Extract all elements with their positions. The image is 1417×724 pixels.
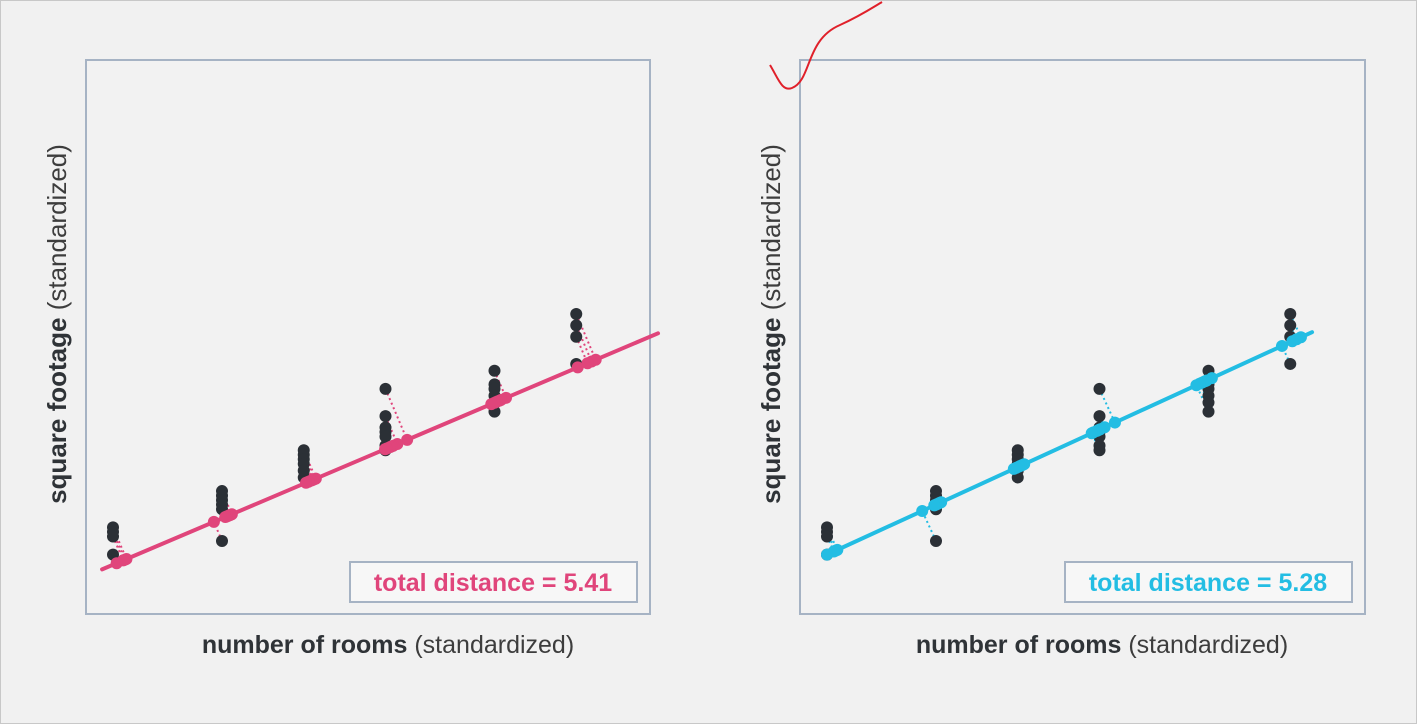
left-projected-points bbox=[110, 353, 602, 570]
right-y-axis-label-unit: (standardized) bbox=[756, 144, 786, 310]
projected-point bbox=[1085, 427, 1098, 440]
right-x-axis-label-main: number of rooms bbox=[916, 631, 1122, 659]
left-y-axis-label-main: square footage bbox=[42, 318, 72, 504]
data-point bbox=[570, 319, 583, 332]
left-x-axis-label-unit: (standardized) bbox=[414, 631, 574, 659]
data-point bbox=[930, 535, 942, 547]
data-point bbox=[488, 364, 501, 377]
data-point bbox=[107, 530, 119, 543]
data-point bbox=[216, 535, 228, 547]
distance-segment bbox=[384, 388, 409, 441]
projected-point bbox=[916, 504, 929, 517]
data-point bbox=[379, 430, 392, 443]
data-point bbox=[570, 308, 583, 320]
data-point bbox=[1093, 382, 1106, 395]
right-y-axis-label: square footage (standardized) bbox=[756, 144, 786, 504]
left-total-distance-label: total distance = 5.41 bbox=[374, 569, 612, 597]
left-x-axis-label: number of rooms (standardized) bbox=[202, 631, 574, 659]
right-total-distance-label: total distance = 5.28 bbox=[1089, 569, 1327, 597]
right-x-axis-label-unit: (standardized) bbox=[1128, 631, 1288, 659]
data-point bbox=[1093, 444, 1106, 457]
projected-point bbox=[821, 548, 833, 561]
data-point bbox=[1284, 357, 1297, 370]
right-fit-line-group bbox=[825, 330, 1315, 557]
right-plot-area bbox=[799, 59, 1366, 615]
data-point bbox=[1202, 405, 1215, 418]
left-chart-panel: total distance = 5.41 number of rooms (s… bbox=[42, 59, 660, 659]
right-y-axis-label-main: square footage bbox=[756, 318, 786, 504]
projected-point bbox=[485, 398, 498, 411]
right-total-distance-box bbox=[1064, 561, 1353, 603]
data-point bbox=[1284, 319, 1297, 332]
projected-point bbox=[110, 557, 123, 570]
projected-point bbox=[1007, 462, 1020, 475]
distance-segment bbox=[575, 313, 597, 361]
projected-point bbox=[379, 443, 392, 456]
data-point bbox=[1284, 308, 1297, 320]
left-y-axis-label: square footage (standardized) bbox=[42, 144, 72, 504]
left-y-axis-label-unit: (standardized) bbox=[42, 144, 72, 310]
right-chart-panel: total distance = 5.28 number of rooms (s… bbox=[756, 59, 1366, 659]
projected-point bbox=[207, 515, 220, 528]
data-point bbox=[821, 530, 833, 543]
projected-point bbox=[1286, 335, 1299, 348]
data-point bbox=[570, 330, 583, 343]
left-total-distance-box bbox=[349, 561, 638, 603]
distance-segment bbox=[212, 521, 223, 542]
projected-point bbox=[219, 511, 232, 524]
projected-point bbox=[581, 357, 594, 370]
projected-point bbox=[1108, 416, 1121, 429]
data-point bbox=[379, 410, 392, 423]
distance-segment bbox=[1098, 388, 1116, 423]
data-point bbox=[1093, 410, 1106, 423]
distance-segment bbox=[826, 531, 837, 552]
projected-point bbox=[1190, 379, 1203, 392]
left-data-points bbox=[107, 308, 583, 561]
left-x-axis-label-main: number of rooms bbox=[202, 631, 408, 659]
red-checkmark-scribble bbox=[769, 1, 883, 90]
fit-line bbox=[825, 330, 1315, 557]
projected-point bbox=[401, 433, 414, 446]
projected-point bbox=[928, 499, 941, 512]
projected-point bbox=[300, 476, 313, 489]
data-point bbox=[1202, 396, 1215, 409]
data-point bbox=[379, 382, 392, 395]
left-plot-area bbox=[85, 59, 651, 615]
right-projected-points bbox=[821, 331, 1307, 561]
right-x-axis-label: number of rooms (standardized) bbox=[916, 631, 1288, 659]
projected-point bbox=[571, 361, 584, 374]
projected-point bbox=[1275, 339, 1288, 352]
